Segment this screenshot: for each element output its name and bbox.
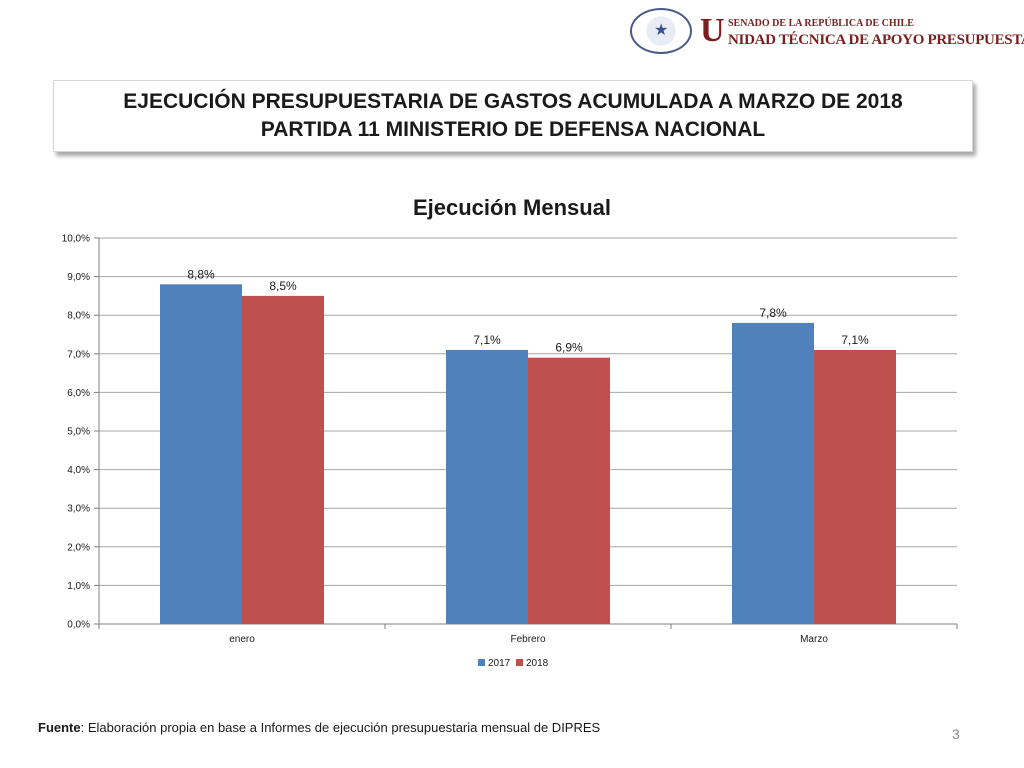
y-tick-label: 8,0% <box>67 311 90 322</box>
data-label-2017-enero: 8,8% <box>187 267 215 281</box>
y-tick-label: 6,0% <box>67 388 90 399</box>
y-tick-label: 4,0% <box>67 465 90 476</box>
data-label-2017-Marzo: 7,8% <box>759 306 787 320</box>
source-label: Fuente <box>38 720 81 735</box>
senate-seal-icon: ★ <box>630 8 692 54</box>
slide-title-line-2: PARTIDA 11 MINISTERIO DE DEFENSA NACIONA… <box>260 118 766 141</box>
x-tick-label: enero <box>229 634 255 645</box>
legend-label-2017: 2017 <box>488 658 511 669</box>
slide-title-box: EJECUCIÓN PRESUPUESTARIA DE GASTOS ACUMU… <box>53 80 973 152</box>
header: ★ U SENADO DE LA REPÚBLICA DE CHILE NIDA… <box>630 8 1024 58</box>
bar-2018-Marzo <box>814 349 896 624</box>
data-label-2017-Febrero: 7,1% <box>473 333 501 347</box>
bar-2018-Febrero <box>528 357 610 624</box>
y-tick-label: 5,0% <box>67 427 90 438</box>
data-labels: 8,8% 8,5% 7,1% 6,9% 7,8% 7,1% <box>187 267 869 354</box>
x-tick-label: Marzo <box>800 634 828 645</box>
unit-logo-initial: U <box>700 12 725 49</box>
source-text: : Elaboración propia en base a Informes … <box>80 720 601 735</box>
star-icon: ★ <box>654 20 669 39</box>
page-number: 3 <box>952 726 960 742</box>
legend-swatch-2018 <box>516 659 523 666</box>
y-tick-label: 9,0% <box>67 272 90 283</box>
y-tick-label: 0,0% <box>67 620 90 631</box>
legend-label-2018: 2018 <box>526 658 549 669</box>
y-tick-label: 10,0% <box>62 234 90 245</box>
y-tick-label: 2,0% <box>67 542 90 553</box>
bar-2017-Marzo <box>732 322 814 624</box>
chart-title: Ejecución Mensual <box>413 195 611 220</box>
legend-swatch-2017 <box>478 659 485 666</box>
x-tick-label: Febrero <box>510 634 545 645</box>
y-tick-label: 3,0% <box>67 504 90 515</box>
slide-title-line-1: EJECUCIÓN PRESUPUESTARIA DE GASTOS ACUMU… <box>123 90 903 113</box>
data-label-2018-Febrero: 6,9% <box>555 341 583 355</box>
unit-logo-bottom-line: NIDAD TÉCNICA DE APOYO PRESUPUESTARIO <box>728 32 1024 48</box>
data-label-2018-Marzo: 7,1% <box>841 333 869 347</box>
source-footnote: Fuente: Elaboración propia en base a Inf… <box>38 720 600 735</box>
y-tick-label: 7,0% <box>67 349 90 360</box>
unit-logo-top-line: SENADO DE LA REPÚBLICA DE CHILE <box>728 18 914 29</box>
bar-chart: Ejecución Mensual 0,0% 1,0% 2,0% 3,0% 4,0% 5,… <box>62 195 958 669</box>
bar-2017-enero <box>160 284 242 624</box>
bar-2017-Febrero <box>446 349 528 624</box>
bars <box>160 284 896 624</box>
y-tick-label: 1,0% <box>67 581 90 592</box>
bar-2018-enero <box>242 295 324 624</box>
data-label-2018-enero: 8,5% <box>269 279 297 293</box>
legend: 2017 2018 <box>478 658 549 669</box>
